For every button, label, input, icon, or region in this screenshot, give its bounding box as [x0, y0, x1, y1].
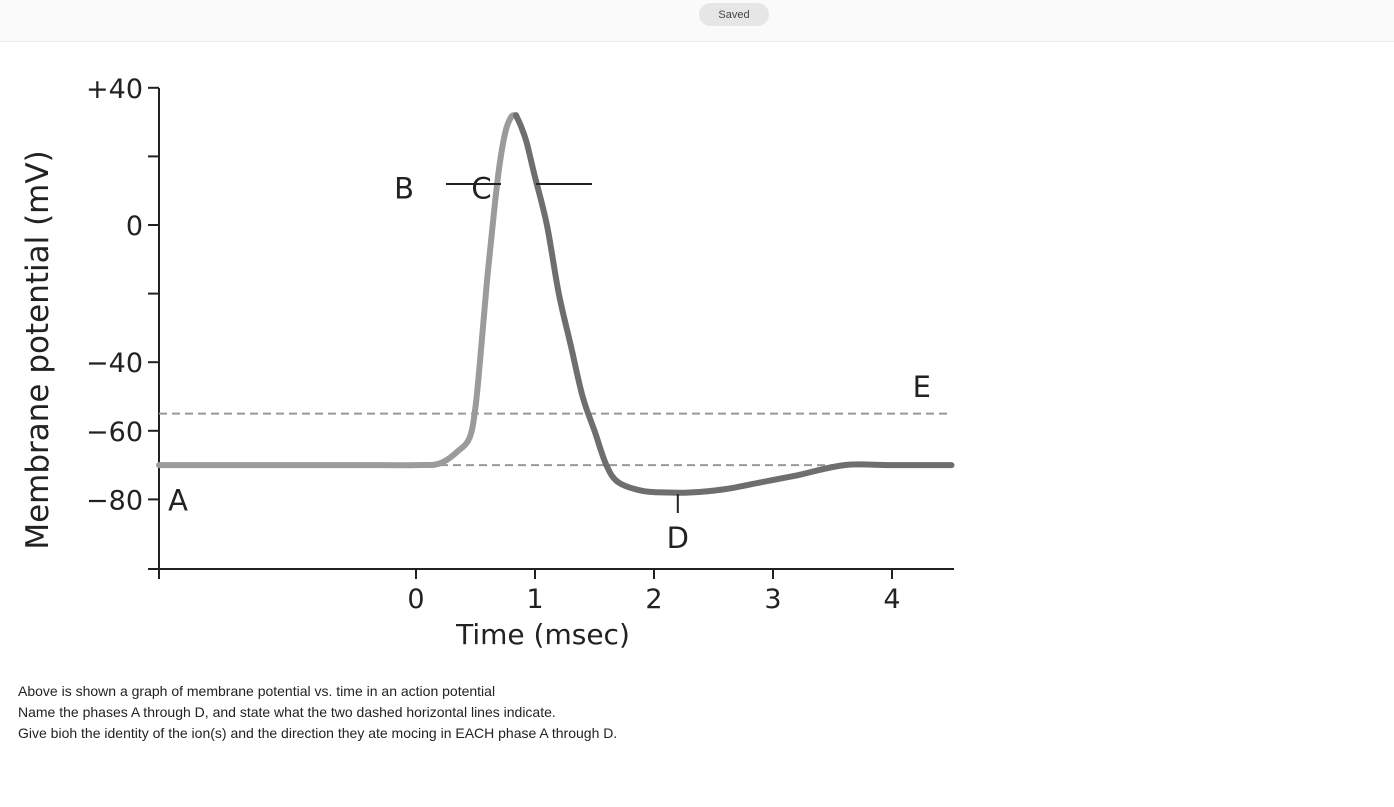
action-potential-chart: +40 0 −40 −60 −80 0 1 2 3 4 Time (msec) Membrane po…	[20, 74, 955, 651]
chart-labels: A B C D E	[168, 171, 931, 555]
question-line-3: Give bioh the identity of the ion(s) and…	[18, 725, 618, 741]
x-tick-label: 2	[645, 584, 662, 615]
x-tick-label: 3	[764, 584, 781, 615]
phase-label-b: B	[394, 171, 414, 205]
reference-lines	[159, 412, 950, 467]
phase-label-c: C	[471, 171, 491, 205]
x-tick-label: 1	[526, 584, 543, 615]
y-tick-label: +40	[86, 74, 143, 105]
y-tick-label: 0	[126, 211, 143, 242]
phase-label-a: A	[168, 483, 188, 517]
y-tick-label: −40	[86, 348, 143, 379]
repolarization-curve	[513, 112, 955, 496]
depolarization-curve	[156, 112, 519, 469]
question-line-2: Name the phases A through D, and state w…	[18, 704, 556, 720]
y-axis-title: Membrane potential (mV)	[20, 150, 56, 549]
x-axis-title: Time (msec)	[455, 618, 630, 651]
y-tick-label: −60	[86, 417, 143, 448]
x-tick-label: 4	[883, 584, 900, 615]
phase-label-d: D	[667, 521, 689, 555]
top-bar: Saved	[0, 0, 1394, 42]
phase-label-e: E	[913, 370, 931, 404]
x-tick-label: 0	[407, 584, 424, 615]
y-tick-label: −80	[86, 485, 143, 516]
action-potential-curve	[156, 112, 955, 496]
saved-status-badge: Saved	[699, 3, 769, 26]
chart-axes: +40 0 −40 −60 −80 0 1 2 3 4 Time (msec) Membrane po…	[20, 74, 954, 651]
question-text: Above is shown a graph of membrane poten…	[18, 681, 617, 744]
question-line-1: Above is shown a graph of membrane poten…	[18, 683, 496, 699]
